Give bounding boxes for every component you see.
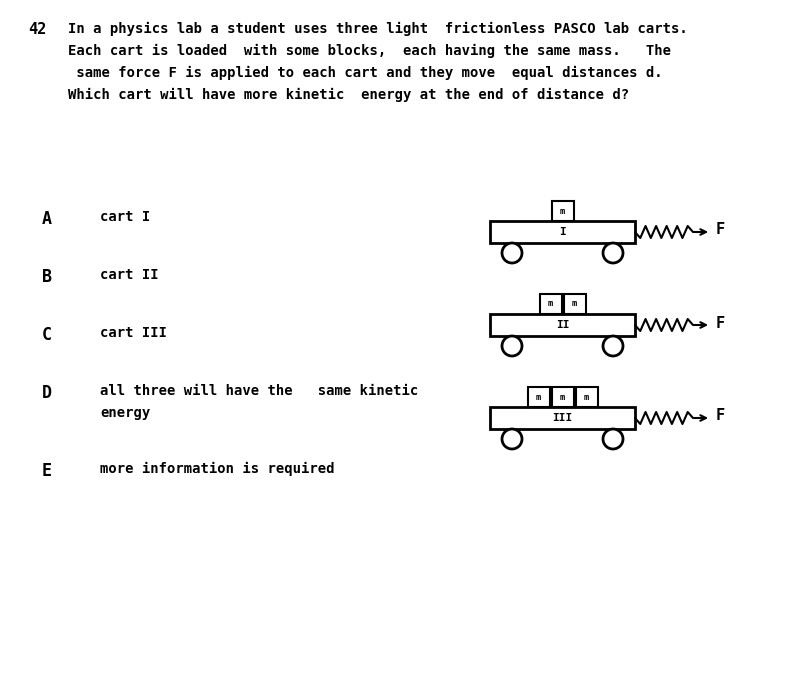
Circle shape <box>502 429 522 449</box>
Bar <box>527 387 550 407</box>
Text: more information is required: more information is required <box>100 462 334 476</box>
Text: F: F <box>716 316 725 330</box>
Circle shape <box>603 243 623 263</box>
Bar <box>563 294 586 314</box>
Text: C: C <box>42 326 52 344</box>
Text: E: E <box>42 462 52 480</box>
Circle shape <box>603 336 623 356</box>
Text: same force F is applied to each cart and they move  equal distances d.: same force F is applied to each cart and… <box>68 66 662 80</box>
Text: m: m <box>560 392 565 401</box>
Text: III: III <box>552 413 573 423</box>
Text: m: m <box>584 392 589 401</box>
Text: D: D <box>42 384 52 402</box>
Bar <box>575 387 598 407</box>
Text: F: F <box>716 222 725 237</box>
Text: m: m <box>572 299 577 309</box>
Text: cart I: cart I <box>100 210 150 224</box>
Text: energy: energy <box>100 406 150 420</box>
Bar <box>490 221 635 243</box>
Text: I: I <box>559 227 566 237</box>
Text: Which cart will have more kinetic  energy at the end of distance d?: Which cart will have more kinetic energy… <box>68 88 629 102</box>
Text: cart II: cart II <box>100 268 158 282</box>
Text: m: m <box>548 299 553 309</box>
Text: 42: 42 <box>28 22 46 37</box>
Circle shape <box>502 243 522 263</box>
Bar <box>490 407 635 429</box>
Bar <box>551 387 574 407</box>
Circle shape <box>502 336 522 356</box>
Text: m: m <box>560 207 565 216</box>
Bar <box>551 201 574 221</box>
Text: Each cart is loaded  with some blocks,  each having the same mass.   The: Each cart is loaded with some blocks, ea… <box>68 44 671 58</box>
Text: II: II <box>556 320 570 330</box>
Text: In a physics lab a student uses three light  frictionless PASCO lab carts.: In a physics lab a student uses three li… <box>68 22 688 36</box>
Text: m: m <box>536 392 541 401</box>
Text: all three will have the   same kinetic: all three will have the same kinetic <box>100 384 418 398</box>
Text: F: F <box>716 409 725 424</box>
Bar <box>539 294 562 314</box>
Text: A: A <box>42 210 52 228</box>
Bar <box>490 314 635 336</box>
Text: B: B <box>42 268 52 286</box>
Circle shape <box>603 429 623 449</box>
Text: cart III: cart III <box>100 326 167 340</box>
